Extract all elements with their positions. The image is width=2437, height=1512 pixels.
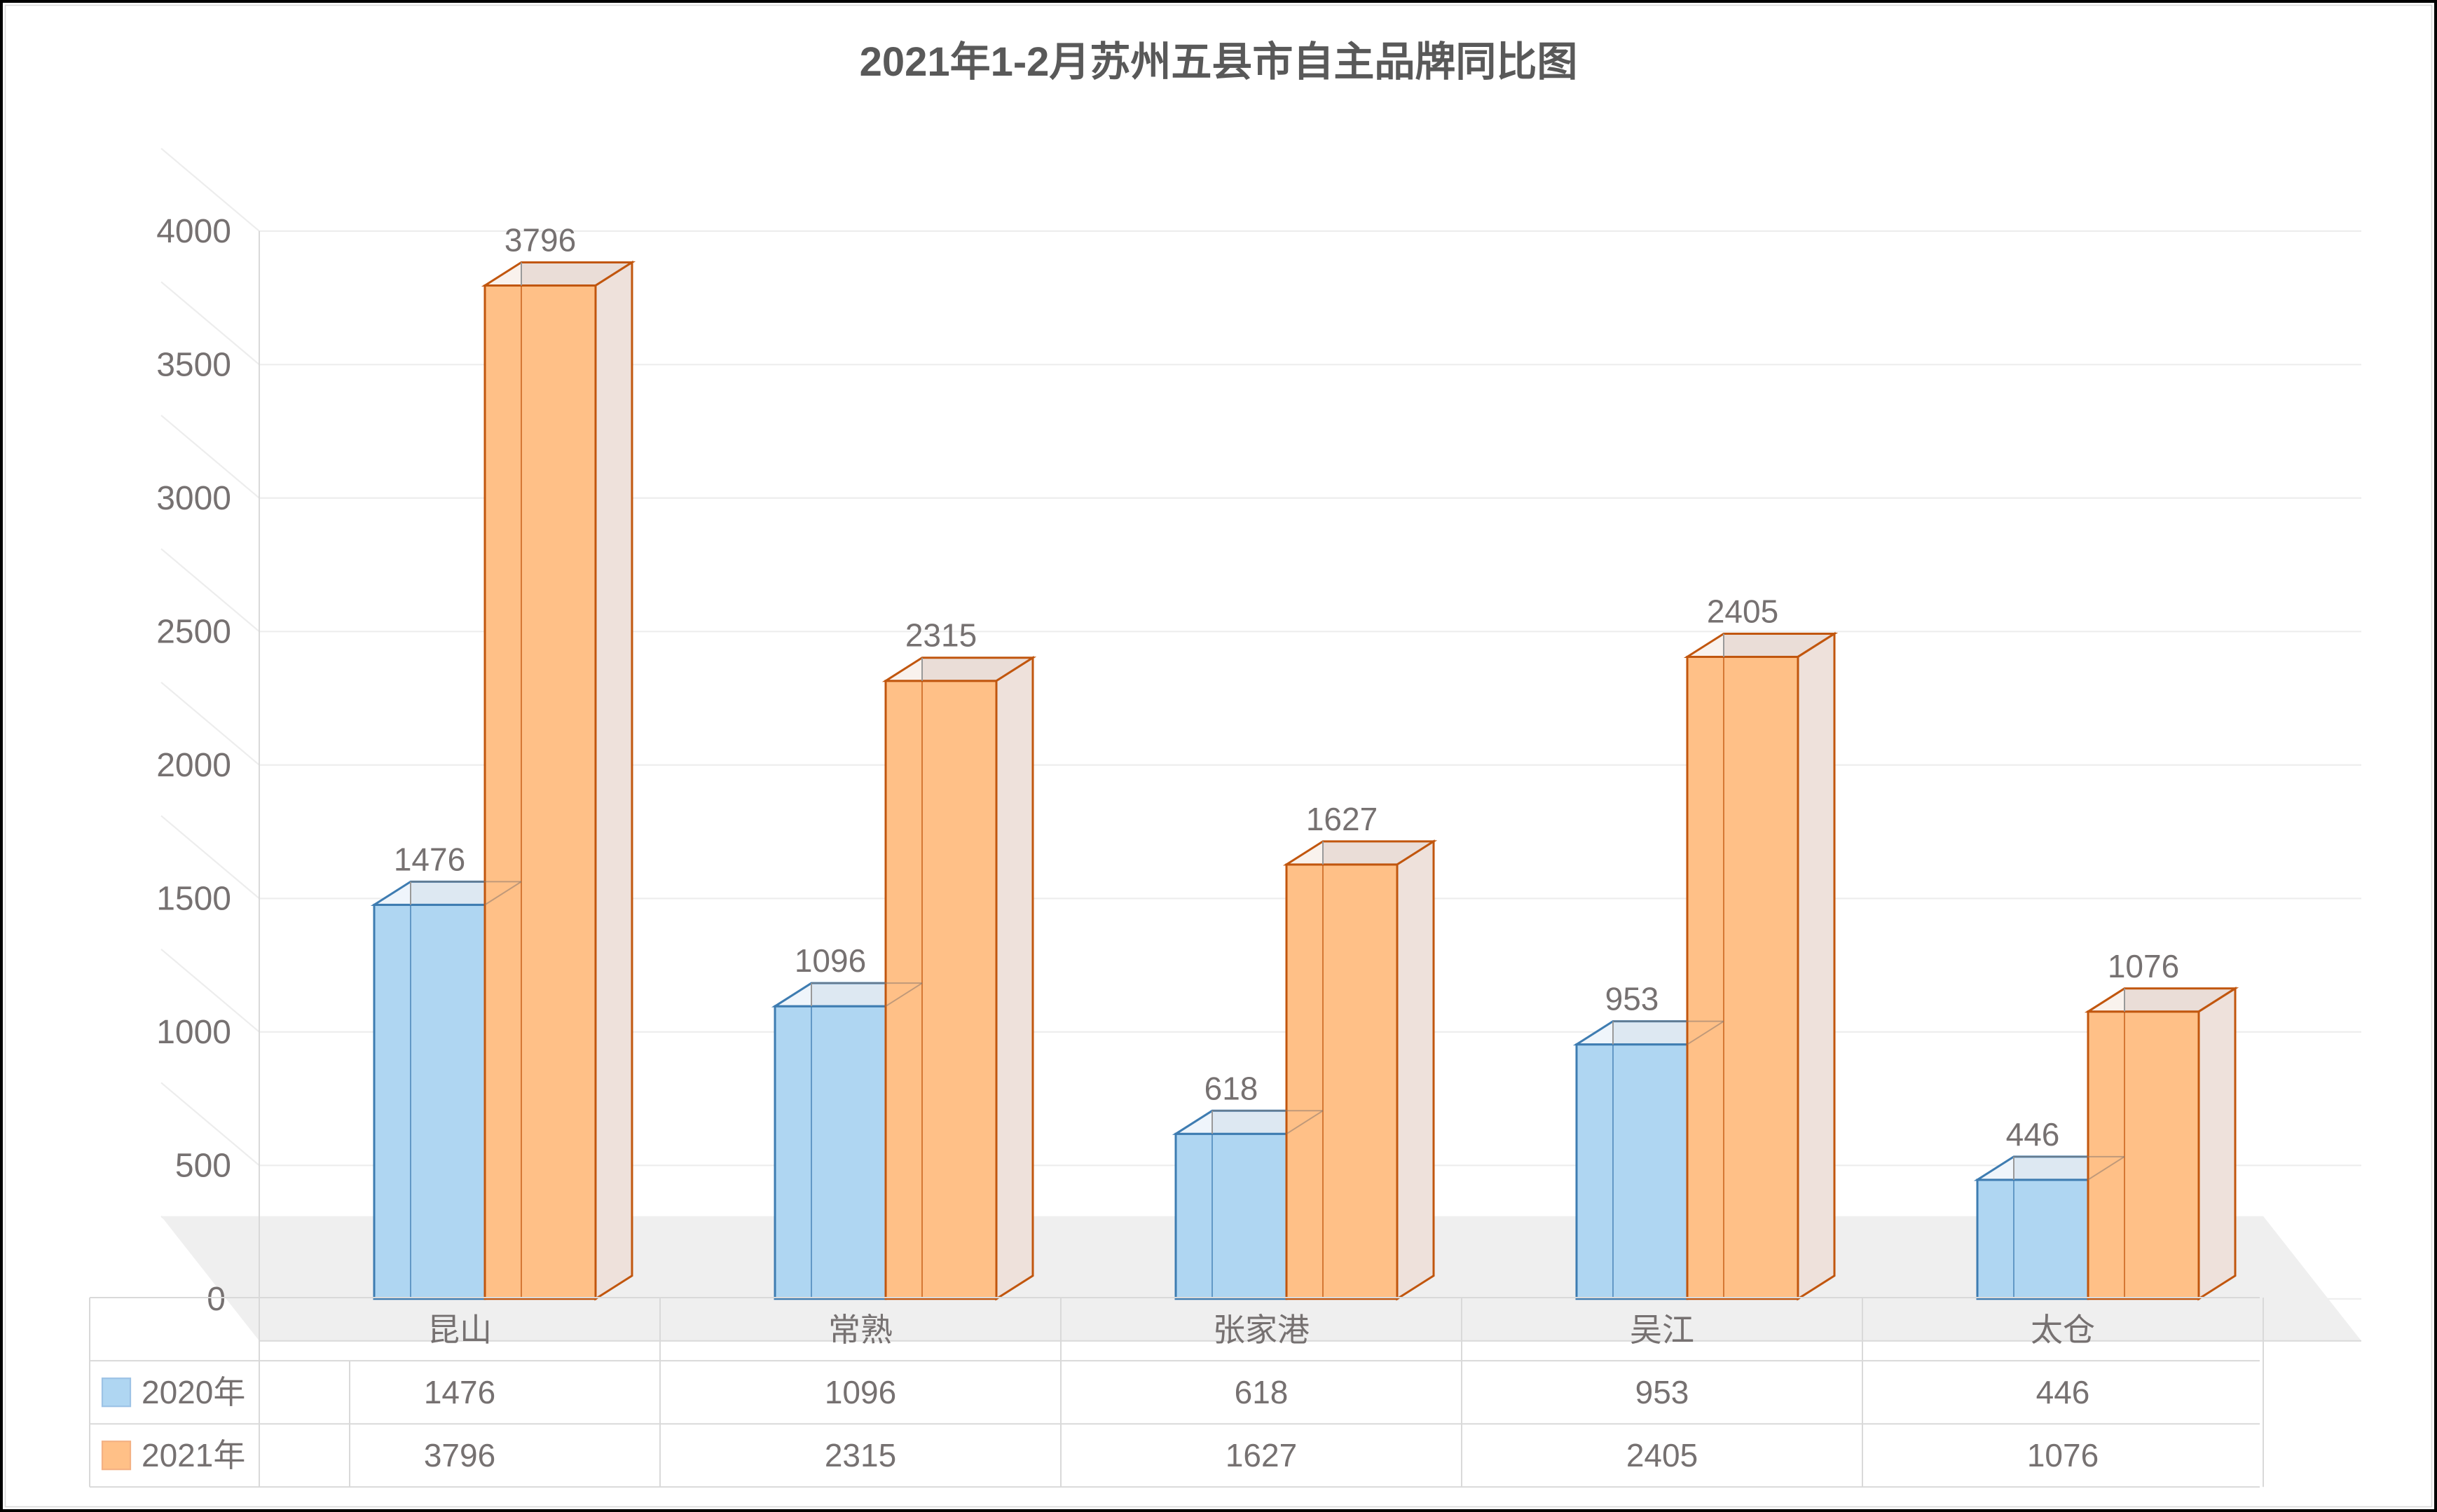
svg-text:常熟: 常熟: [828, 1312, 893, 1348]
svg-text:4000: 4000: [156, 213, 231, 250]
svg-text:446: 446: [2036, 1374, 2090, 1410]
svg-text:3796: 3796: [424, 1437, 495, 1473]
svg-text:2405: 2405: [1707, 593, 1778, 630]
svg-text:2315: 2315: [825, 1437, 896, 1473]
svg-text:昆山: 昆山: [427, 1312, 492, 1348]
svg-text:618: 618: [1204, 1070, 1258, 1106]
svg-text:2405: 2405: [1626, 1437, 1698, 1473]
svg-text:吴江: 吴江: [1630, 1312, 1694, 1348]
svg-text:1627: 1627: [1306, 801, 1378, 837]
svg-text:953: 953: [1635, 1374, 1689, 1410]
svg-text:0: 0: [207, 1281, 226, 1318]
svg-text:1076: 1076: [2027, 1437, 2099, 1473]
svg-text:2021年1-2月苏州五县市自主品牌同比图: 2021年1-2月苏州五县市自主品牌同比图: [860, 39, 1578, 85]
svg-text:2000: 2000: [156, 747, 231, 784]
svg-text:1476: 1476: [424, 1374, 495, 1410]
svg-text:张家港: 张家港: [1213, 1312, 1310, 1348]
svg-text:1500: 1500: [156, 880, 231, 917]
svg-text:1096: 1096: [825, 1374, 896, 1410]
svg-text:1000: 1000: [156, 1014, 231, 1051]
svg-text:953: 953: [1605, 981, 1659, 1017]
svg-text:3500: 3500: [156, 346, 231, 383]
svg-text:3796: 3796: [504, 222, 576, 259]
svg-text:1076: 1076: [2108, 948, 2179, 984]
svg-text:500: 500: [175, 1147, 231, 1184]
svg-text:1627: 1627: [1226, 1437, 1297, 1473]
svg-text:1476: 1476: [394, 841, 465, 877]
svg-text:1096: 1096: [795, 942, 866, 979]
svg-text:太仓: 太仓: [2031, 1312, 2095, 1348]
svg-text:2021年: 2021年: [142, 1437, 245, 1473]
svg-text:618: 618: [1235, 1374, 1289, 1410]
svg-text:446: 446: [2006, 1116, 2060, 1153]
svg-text:3000: 3000: [156, 480, 231, 517]
svg-text:2500: 2500: [156, 613, 231, 650]
svg-text:2020年: 2020年: [142, 1374, 245, 1410]
svg-text:2315: 2315: [905, 617, 977, 654]
